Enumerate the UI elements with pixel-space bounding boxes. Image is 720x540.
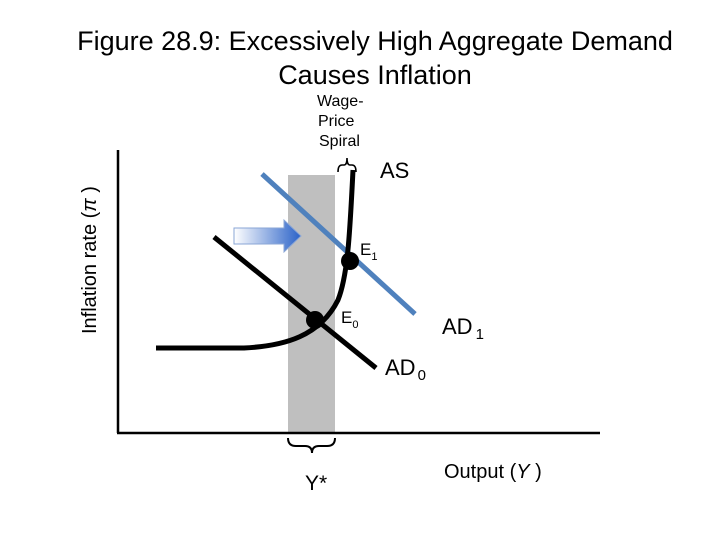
y-axis-symbol: π: [79, 198, 101, 212]
x-axis-symbol: Y: [516, 461, 531, 483]
e0-label: E0: [341, 308, 358, 331]
ad1-label-sub: 1: [476, 326, 484, 343]
ystar-label: Y*: [305, 472, 327, 495]
ad1-label: AD 1: [442, 314, 484, 343]
ad0-label: AD 0: [385, 355, 426, 384]
x-axis-label: Output (Y ): [444, 461, 542, 483]
e1-label-main: E: [360, 240, 371, 259]
spiral-label-3: Spiral: [319, 133, 360, 150]
ad1-curve: [260, 172, 417, 316]
as-label: AS: [380, 158, 409, 183]
ad0-curve: [212, 235, 378, 370]
equilibrium-point-e0: [306, 311, 324, 329]
e0-label-sub: 0: [352, 319, 358, 331]
y-axis-label: Inflation rate (π ): [79, 186, 101, 334]
shift-arrow: [233, 218, 302, 254]
x-axis-label-text: Output (: [444, 461, 517, 483]
ad0-label-main: AD: [385, 355, 416, 380]
ystar-brace: [287, 437, 336, 454]
ad0-label-sub: 0: [418, 367, 426, 384]
y-axis-label-text: Inflation rate (: [79, 211, 101, 334]
spiral-label-1: Wage-: [317, 93, 364, 110]
title-line-2: Causes Inflation: [278, 60, 472, 90]
as-curve: [156, 169, 356, 351]
e1-label-sub: 1: [371, 251, 377, 263]
e0-label-main: E: [341, 308, 352, 327]
x-axis-label-close: ): [530, 461, 542, 483]
equilibrium-point-e1: [341, 252, 359, 270]
figure-title: Figure 28.9: Excessively High Aggregate …: [40, 24, 710, 92]
title-line-1: Figure 28.9: Excessively High Aggregate …: [77, 26, 673, 56]
ad1-label-main: AD: [442, 314, 473, 339]
e1-label: E1: [360, 240, 377, 263]
spiral-brace: [337, 157, 357, 173]
spiral-label-2: Price: [318, 113, 355, 130]
y-axis-label-close: ): [79, 186, 101, 198]
